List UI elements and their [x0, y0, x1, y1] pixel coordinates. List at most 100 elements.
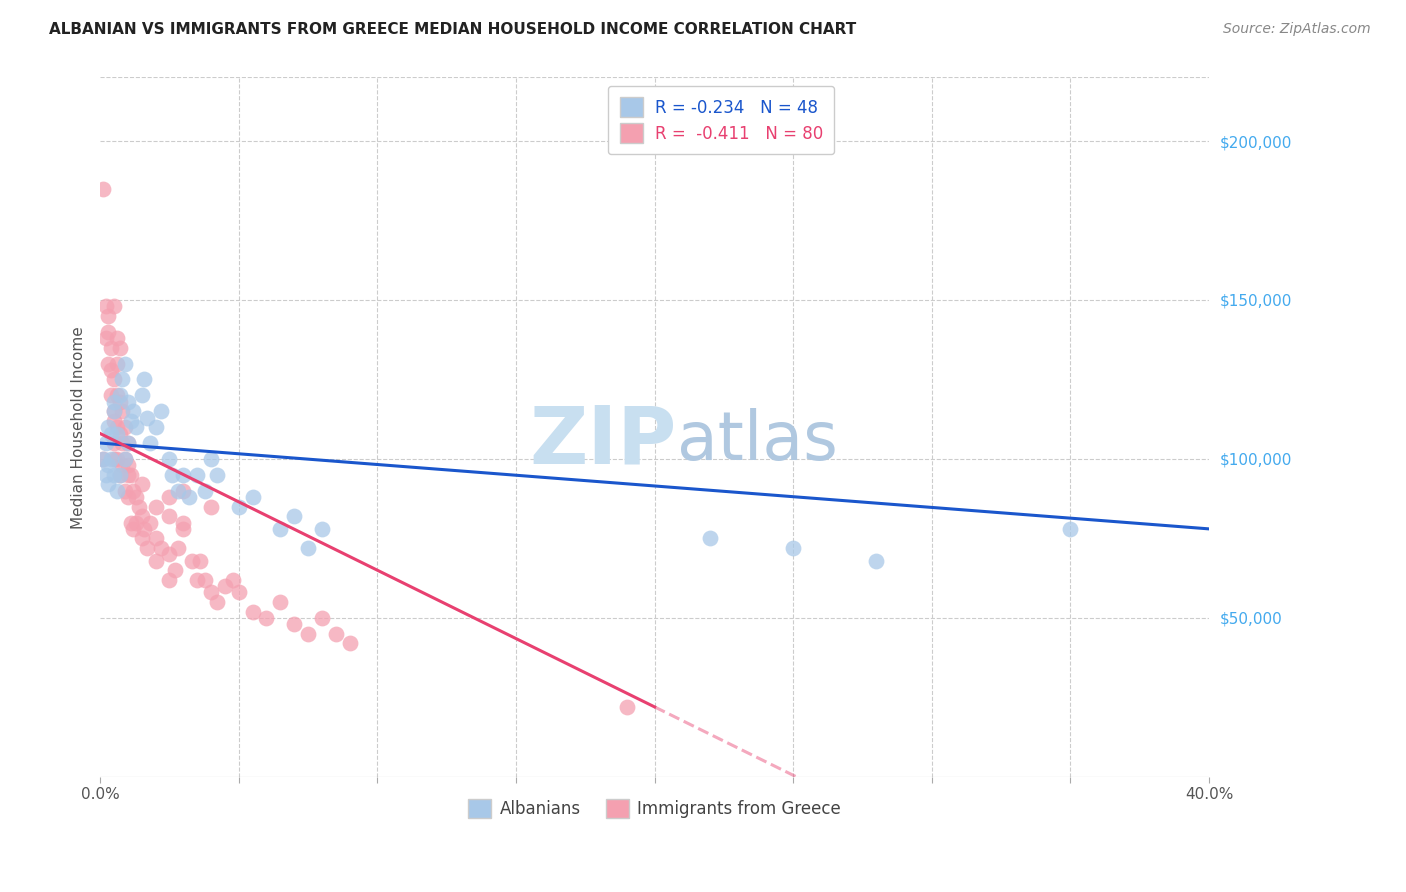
Point — [103, 299, 125, 313]
Point — [108, 426, 131, 441]
Point — [105, 357, 128, 371]
Point — [172, 516, 194, 530]
Point — [117, 467, 139, 482]
Point — [186, 467, 208, 482]
Point — [105, 388, 128, 402]
Point — [242, 490, 264, 504]
Point — [269, 595, 291, 609]
Point — [188, 554, 211, 568]
Point — [105, 452, 128, 467]
Point — [111, 458, 134, 473]
Point — [114, 420, 136, 434]
Point — [186, 573, 208, 587]
Point — [166, 483, 188, 498]
Point — [122, 483, 145, 498]
Point — [114, 357, 136, 371]
Point — [311, 611, 333, 625]
Point — [91, 452, 114, 467]
Point — [91, 452, 114, 467]
Point — [117, 436, 139, 450]
Point — [194, 573, 217, 587]
Point — [103, 452, 125, 467]
Point — [159, 509, 181, 524]
Point — [339, 636, 361, 650]
Point — [103, 394, 125, 409]
Point — [105, 483, 128, 498]
Point — [139, 436, 162, 450]
Point — [100, 426, 122, 441]
Point — [297, 541, 319, 555]
Point — [120, 414, 142, 428]
Point — [131, 477, 153, 491]
Point — [194, 483, 217, 498]
Point — [200, 500, 222, 514]
Point — [111, 436, 134, 450]
Point — [117, 394, 139, 409]
Point — [94, 467, 117, 482]
Point — [125, 420, 148, 434]
Point — [103, 467, 125, 482]
Text: atlas: atlas — [676, 409, 838, 475]
Point — [97, 477, 120, 491]
Point — [269, 522, 291, 536]
Point — [145, 554, 167, 568]
Point — [114, 483, 136, 498]
Point — [865, 554, 887, 568]
Point — [103, 436, 125, 450]
Point — [228, 585, 250, 599]
Point — [283, 617, 305, 632]
Point — [283, 509, 305, 524]
Point — [120, 516, 142, 530]
Point — [163, 563, 186, 577]
Point — [97, 458, 120, 473]
Point — [97, 420, 120, 434]
Point — [297, 627, 319, 641]
Point — [134, 522, 156, 536]
Point — [159, 547, 181, 561]
Point — [94, 299, 117, 313]
Point — [150, 404, 173, 418]
Point — [103, 404, 125, 418]
Point — [97, 325, 120, 339]
Point — [128, 500, 150, 514]
Point — [100, 388, 122, 402]
Point — [100, 452, 122, 467]
Point — [103, 404, 125, 418]
Point — [311, 522, 333, 536]
Point — [108, 467, 131, 482]
Point — [160, 467, 183, 482]
Point — [782, 541, 804, 555]
Point — [242, 605, 264, 619]
Point — [177, 490, 200, 504]
Point — [205, 467, 228, 482]
Point — [108, 388, 131, 402]
Point — [105, 331, 128, 345]
Point — [1059, 522, 1081, 536]
Point — [122, 522, 145, 536]
Point — [122, 404, 145, 418]
Point — [139, 516, 162, 530]
Point — [114, 452, 136, 467]
Point — [159, 573, 181, 587]
Point — [114, 452, 136, 467]
Point — [145, 500, 167, 514]
Point — [131, 532, 153, 546]
Point — [136, 410, 159, 425]
Point — [105, 426, 128, 441]
Point — [150, 541, 173, 555]
Point — [131, 509, 153, 524]
Y-axis label: Median Household Income: Median Household Income — [72, 326, 86, 529]
Point — [97, 309, 120, 323]
Point — [256, 611, 278, 625]
Point — [145, 532, 167, 546]
Legend: Albanians, Immigrants from Greece: Albanians, Immigrants from Greece — [461, 792, 848, 824]
Point — [94, 331, 117, 345]
Point — [616, 700, 638, 714]
Text: Source: ZipAtlas.com: Source: ZipAtlas.com — [1223, 22, 1371, 37]
Point — [200, 585, 222, 599]
Point — [136, 541, 159, 555]
Point — [108, 341, 131, 355]
Text: ZIP: ZIP — [530, 402, 676, 480]
Point — [172, 483, 194, 498]
Point — [103, 414, 125, 428]
